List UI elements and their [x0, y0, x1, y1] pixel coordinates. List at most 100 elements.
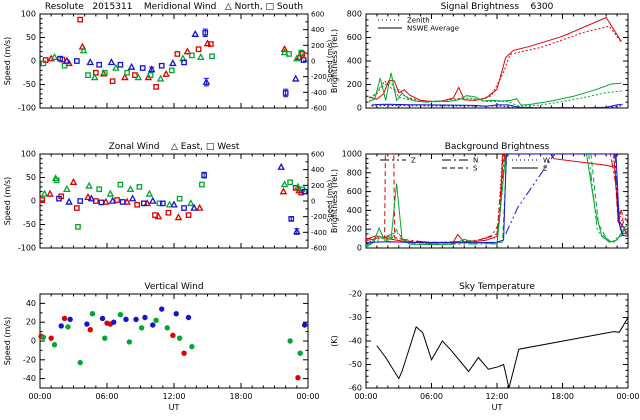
vertical-wind-labels: -40 -20 0 20 40 00:00 06:00 12:00 18:00 00:00 UT Ve…: [3, 282, 320, 412]
signal-brightness-axes: [365, 13, 629, 109]
sky-temperature-series-sky-temp: [376, 317, 628, 388]
svg-text:Sky Temperature: Sky Temperature: [459, 282, 535, 292]
background-brightness-series-red-w: [366, 154, 628, 243]
svg-text:UT: UT: [492, 403, 503, 412]
svg-text:0: 0: [357, 244, 362, 253]
svg-text:E: E: [543, 165, 547, 173]
background-brightness-series-green-e: [366, 154, 628, 248]
zonal-wind-series-green-west: [53, 177, 306, 230]
svg-text:Speed (m/s): Speed (m/s): [3, 37, 12, 86]
zonal-wind-series-blue-west: [56, 171, 308, 222]
meridional-wind-series-blue-south: [57, 28, 307, 98]
svg-text:Background Brightness: Background Brightness: [445, 142, 550, 152]
meridional-wind-series-green-north: [50, 46, 301, 82]
svg-text:-50: -50: [23, 80, 36, 89]
svg-text:NSWE Average: NSWE Average: [407, 25, 459, 33]
meridional-wind-series-blue-north: [63, 29, 300, 87]
svg-text:200: 200: [347, 80, 362, 89]
background-brightness-series-blue-e: [366, 154, 628, 244]
svg-text:200: 200: [311, 42, 324, 50]
svg-text:S: S: [473, 165, 478, 173]
svg-text:UT: UT: [169, 403, 180, 412]
svg-text:20: 20: [26, 318, 36, 327]
vertical-wind-series-blue: [58, 306, 308, 329]
svg-text:-200: -200: [311, 73, 327, 81]
meridional-wind-series-red-south: [42, 16, 306, 90]
zonal-wind-series-blue-east: [65, 162, 301, 235]
vertical-wind-series-green: [40, 311, 303, 366]
panel-background-brightness: 0 200 400 600 800 1000 Background Brightness Br…: [320, 140, 640, 280]
sky-temperature-labels: -60 -50 -40 -30 -20 00:00 06:00 12:00 18:00 00:00…: [330, 282, 640, 412]
svg-text:-30: -30: [349, 313, 362, 322]
svg-text:-200: -200: [311, 213, 327, 221]
svg-text:06:00: 06:00: [420, 392, 443, 401]
svg-text:Zonal Wind △ East, □ West: Zonal Wind △ East, □ West: [109, 142, 240, 152]
svg-text:-100: -100: [18, 104, 36, 113]
signal-brightness-series-blue-zenith: [371, 104, 623, 108]
svg-text:-600: -600: [311, 105, 327, 113]
svg-text:800: 800: [347, 10, 362, 19]
svg-text:00:00: 00:00: [28, 392, 51, 401]
svg-text:600: 600: [347, 187, 362, 196]
svg-text:-60: -60: [349, 384, 362, 393]
svg-text:-50: -50: [23, 220, 36, 229]
svg-text:00:00: 00:00: [354, 392, 377, 401]
svg-text:400: 400: [311, 26, 324, 34]
svg-text:0: 0: [31, 337, 36, 346]
svg-text:400: 400: [311, 166, 324, 174]
background-brightness-series-red-s: [366, 154, 628, 243]
svg-text:40: 40: [26, 299, 36, 308]
svg-text:400: 400: [347, 206, 362, 215]
signal-brightness-labels: 0 200 400 600 800 Signal Brightness 6300 Brigh…: [330, 2, 554, 113]
meridional-wind-series-green-south: [40, 49, 305, 78]
svg-text:400: 400: [347, 57, 362, 66]
svg-text:Brightness (rel.): Brightness (rel.): [330, 169, 339, 233]
svg-text:100: 100: [21, 10, 36, 19]
svg-text:Resolute 2015311 Meridion: Resolute 2015311 Meridional Wind △ North…: [45, 2, 303, 12]
svg-text:06:00: 06:00: [95, 392, 118, 401]
svg-text:0: 0: [31, 197, 36, 206]
svg-text:12:00: 12:00: [485, 392, 508, 401]
panel-vertical-wind: -40 -20 0 20 40 00:00 06:00 12:00 18:00 00:00 UT Ve…: [0, 280, 320, 420]
svg-text:-40: -40: [349, 337, 362, 346]
zonal-wind-chart: 600 400 200 0 -200 -400 -600 Speed (m/s) -100 -50…: [3, 142, 334, 253]
panel-zonal-wind: 600 400 200 0 -200 -400 -600 Speed (m/s) -100 -50…: [0, 140, 334, 280]
background-brightness-series-green-z: [366, 154, 628, 246]
svg-text:100: 100: [21, 150, 36, 159]
svg-text:200: 200: [347, 225, 362, 234]
svg-text:50: 50: [26, 33, 36, 42]
signal-brightness-series-green-nswe-average: [369, 72, 622, 106]
svg-text:00:00: 00:00: [616, 392, 639, 401]
zonal-wind-series-red-west: [39, 184, 305, 218]
svg-text:Speed (m/s): Speed (m/s): [3, 177, 12, 226]
svg-text:-600: -600: [311, 245, 327, 253]
vertical-wind-series-red: [38, 315, 301, 381]
zonal-wind-series-green-east: [40, 174, 302, 208]
svg-text:Signal Brightness 6300: Signal Brightness 6300: [441, 2, 554, 12]
svg-text:Brightness (rel.): Brightness (rel.): [330, 29, 339, 93]
sky-temperature-chart: -60 -50 -40 -30 -20 00:00 06:00 12:00 18:00 00:00…: [330, 282, 640, 412]
vertical-wind-axes: [39, 293, 309, 389]
sky-temperature-axes: [365, 293, 629, 389]
svg-text:12:00: 12:00: [162, 392, 185, 401]
svg-text:18:00: 18:00: [229, 392, 252, 401]
meridional-wind-labels: -100 -50 0 50 100 Resolute 2015311 Meridional…: [3, 2, 303, 113]
vertical-wind-chart: -40 -20 0 20 40 00:00 06:00 12:00 18:00 00:00 UT Ve…: [3, 282, 320, 412]
svg-text:-100: -100: [18, 244, 36, 253]
svg-text:N: N: [473, 157, 478, 165]
svg-text:0: 0: [31, 57, 36, 66]
background-brightness-axes: [365, 153, 629, 249]
svg-text:-50: -50: [349, 360, 362, 369]
svg-text:-20: -20: [23, 355, 36, 364]
svg-text:0: 0: [311, 58, 315, 66]
svg-text:18:00: 18:00: [551, 392, 574, 401]
svg-text:-400: -400: [311, 89, 327, 97]
svg-text:00:00: 00:00: [296, 392, 319, 401]
svg-text:600: 600: [311, 151, 324, 159]
signal-brightness-series-green-zenith: [368, 81, 622, 107]
svg-text:(K): (K): [330, 335, 339, 347]
panel-meridional-wind: 600 400 200 0 -200 -400 -600 Speed (m/s) -100 -50…: [0, 0, 334, 140]
svg-text:W: W: [543, 157, 550, 165]
background-brightness-legend: Z NS WE: [380, 157, 550, 173]
